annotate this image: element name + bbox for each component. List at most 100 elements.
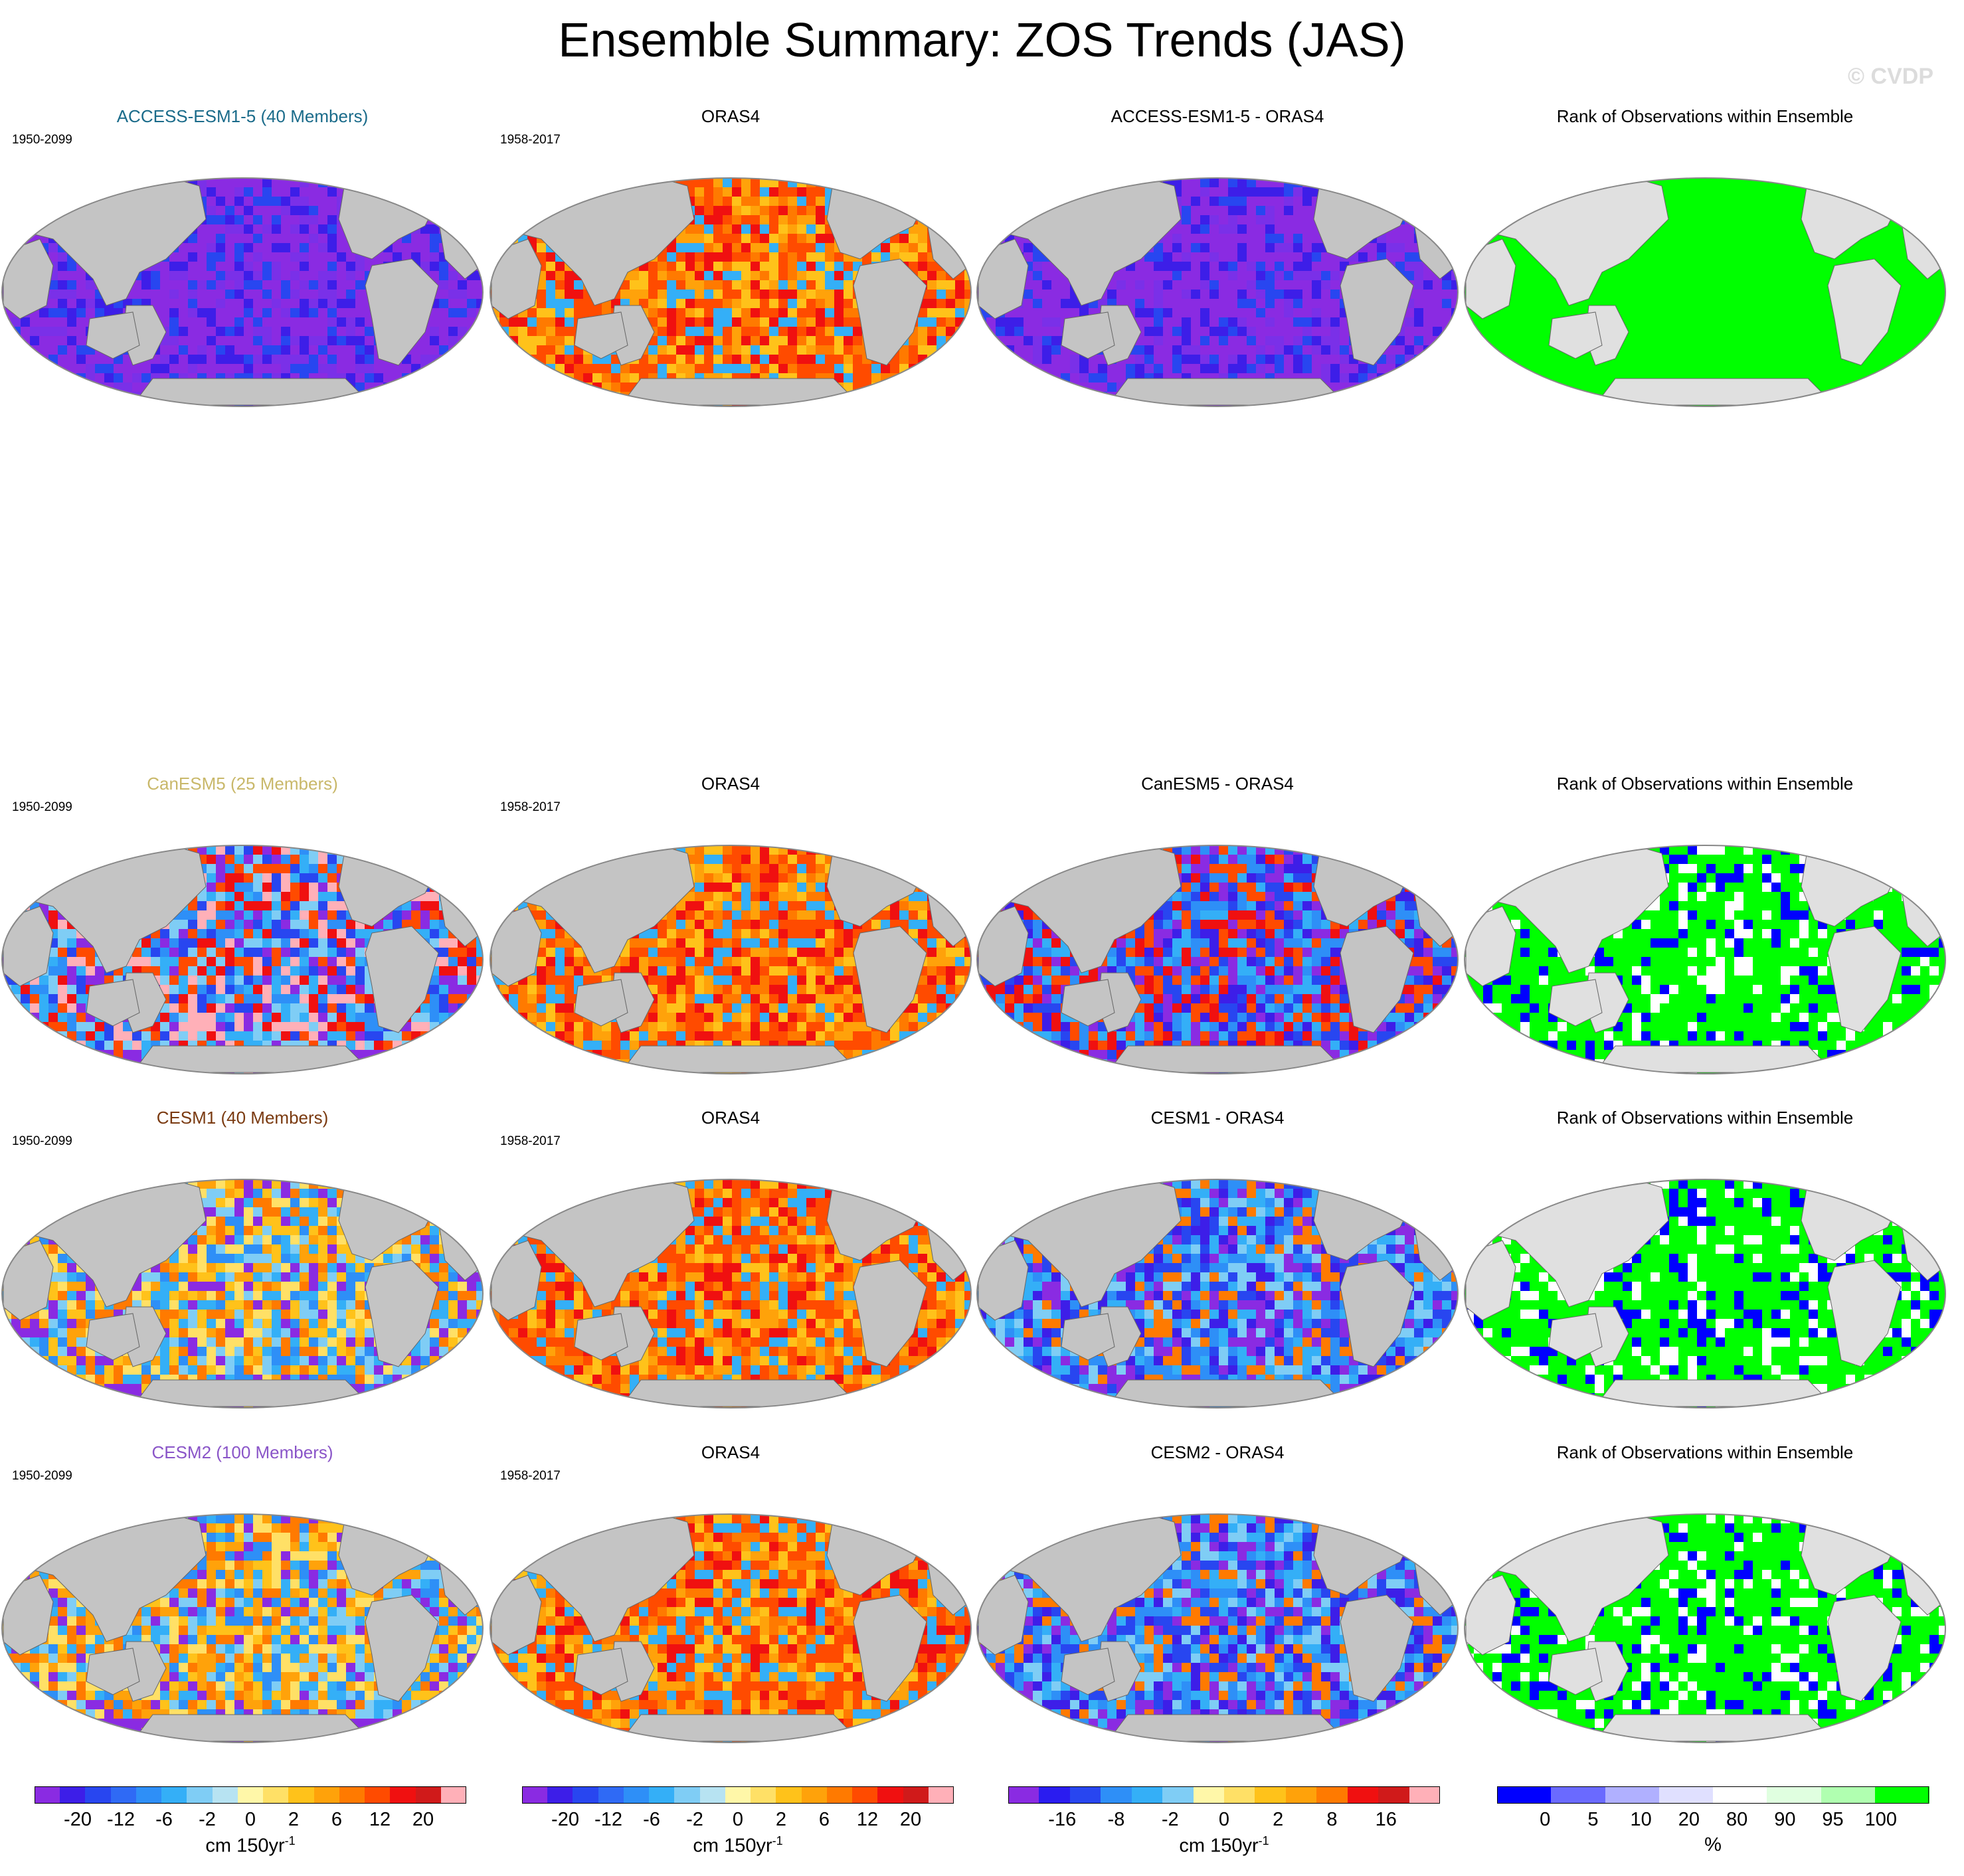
- colorbar-tick-label: 2: [1251, 1809, 1304, 1831]
- colorbar-swatch: [339, 1786, 365, 1804]
- colorbar-tick-label: 8: [1306, 1809, 1359, 1831]
- panel-title: CESM2 - ORAS4: [975, 1442, 1460, 1463]
- panel-period: 1950-2099: [12, 1469, 72, 1484]
- colorbar-swatch: [187, 1786, 213, 1804]
- panel-title: ORAS4: [488, 1442, 973, 1463]
- colorbar-unit: cm 150yr-1: [1091, 1834, 1357, 1857]
- colorbar-tick-label: 100: [1854, 1809, 1908, 1831]
- colorbar-swatch: [60, 1786, 86, 1804]
- colorbar-swatch: [903, 1786, 929, 1804]
- colorbar-swatch: [1767, 1786, 1821, 1804]
- obs-trend-panel: ORAS4 1958-2017: [488, 774, 973, 1086]
- colorbar-swatch: [852, 1786, 878, 1804]
- panel-title: CESM2 (100 Members): [0, 1442, 485, 1463]
- colorbar-swatch: [288, 1786, 315, 1804]
- map-canvas: [1464, 177, 1946, 407]
- colorbar-tick-label: 95: [1807, 1809, 1860, 1831]
- colorbar-swatch: [1605, 1786, 1660, 1804]
- model-trend-panel: CESM2 (100 Members) 1950-2099: [0, 1442, 485, 1754]
- colorbar-swatch: [161, 1786, 187, 1804]
- panel-title: ORAS4: [488, 106, 973, 127]
- colorbar-swatch: [1713, 1786, 1767, 1804]
- colorbar-swatch: [522, 1786, 548, 1804]
- colorbar: -16 -8 -2 0 2 8 16 cm 150yr-1: [1008, 1786, 1441, 1866]
- colorbar-tick-label: 6: [798, 1809, 851, 1831]
- rank-panel: Rank of Observations within Ensemble: [1463, 1442, 1947, 1754]
- panel-title: Rank of Observations within Ensemble: [1463, 1442, 1947, 1463]
- panel-title: CanESM5 (25 Members): [0, 774, 485, 794]
- colorbar: -20 -12 -6 -2 0 2 6 12 20 cm 150yr-1: [522, 1786, 954, 1866]
- map-canvas: [1, 845, 484, 1074]
- colorbar-swatch: [1069, 1786, 1101, 1804]
- panel-period: 1958-2017: [500, 800, 561, 815]
- colorbar-swatch: [1551, 1786, 1605, 1804]
- difference-panel: CESM1 - ORAS4: [975, 1108, 1460, 1420]
- colorbar-tick-label: -16: [1035, 1809, 1089, 1831]
- colorbar-swatch: [85, 1786, 112, 1804]
- colorbar-tick-label: 10: [1615, 1809, 1668, 1831]
- colorbar-swatch: [598, 1786, 624, 1804]
- map-canvas: [1, 1179, 484, 1408]
- colorbar-unit: %: [1580, 1834, 1846, 1856]
- map-canvas: [976, 177, 1459, 407]
- colorbar-swatch: [313, 1786, 340, 1804]
- colorbar-swatch: [1162, 1786, 1194, 1804]
- colorbar: 0 5 10 20 80 90 95 100%: [1497, 1786, 1929, 1866]
- colorbar-tick-label: -12: [94, 1809, 147, 1831]
- colorbar-tick-label: -20: [51, 1809, 104, 1831]
- difference-panel: CanESM5 - ORAS4: [975, 774, 1460, 1086]
- colorbar-tick-label: 12: [841, 1809, 894, 1831]
- colorbar-swatch: [1821, 1786, 1876, 1804]
- colorbar-tick-label: 12: [353, 1809, 406, 1831]
- colorbar-tick-label: -2: [668, 1809, 721, 1831]
- panel-period: 1950-2099: [12, 1134, 72, 1149]
- difference-panel: ACCESS-ESM1-5 - ORAS4: [975, 106, 1460, 418]
- panel-title: CanESM5 - ORAS4: [975, 774, 1460, 794]
- obs-trend-panel: ORAS4 1958-2017: [488, 106, 973, 418]
- colorbar-swatch: [928, 1786, 954, 1804]
- colorbar-swatch: [776, 1786, 802, 1804]
- map-canvas: [976, 1179, 1459, 1408]
- colorbar-swatch: [1008, 1786, 1039, 1804]
- figure-title: Ensemble Summary: ZOS Trends (JAS): [0, 13, 1964, 68]
- colorbar-swatch: [1039, 1786, 1071, 1804]
- colorbar-tick-label: -2: [181, 1809, 234, 1831]
- colorbar-swatch: [826, 1786, 853, 1804]
- colorbar: -20 -12 -6 -2 0 2 6 12 20 cm 150yr-1: [35, 1786, 467, 1866]
- colorbar-swatch: [751, 1786, 776, 1804]
- colorbar-tick-label: -6: [137, 1809, 191, 1831]
- panel-title: ORAS4: [488, 1108, 973, 1128]
- colorbar-swatch: [35, 1786, 60, 1804]
- map-canvas: [976, 1513, 1459, 1743]
- map-canvas: [1464, 1513, 1946, 1743]
- colorbar-swatch: [263, 1786, 289, 1804]
- panel-title: Rank of Observations within Ensemble: [1463, 106, 1947, 127]
- colorbar-tick-label: -12: [582, 1809, 635, 1831]
- colorbar-swatch: [1224, 1786, 1255, 1804]
- colorbar-tick-label: -6: [625, 1809, 678, 1831]
- colorbar-swatch: [877, 1786, 904, 1804]
- colorbar-swatch: [110, 1786, 137, 1804]
- rank-panel: Rank of Observations within Ensemble: [1463, 106, 1947, 418]
- panel-period: 1950-2099: [12, 800, 72, 815]
- colorbar-tick-label: 6: [310, 1809, 363, 1831]
- colorbar-tick-label: 90: [1758, 1809, 1811, 1831]
- map-canvas: [1464, 845, 1946, 1074]
- colorbar-tick-label: 80: [1710, 1809, 1763, 1831]
- colorbar-swatch: [801, 1786, 828, 1804]
- colorbar-swatch: [1378, 1786, 1410, 1804]
- colorbar-swatch: [547, 1786, 573, 1804]
- colorbar-unit: cm 150yr-1: [118, 1834, 383, 1857]
- colorbar-swatch: [135, 1786, 162, 1804]
- colorbar-tick-label: 20: [397, 1809, 450, 1831]
- colorbar-swatch: [1131, 1786, 1163, 1804]
- obs-trend-panel: ORAS4 1958-2017: [488, 1108, 973, 1420]
- colorbar-swatch: [1497, 1786, 1552, 1804]
- colorbar-tick-label: 0: [224, 1809, 277, 1831]
- panel-title: ACCESS-ESM1-5 - ORAS4: [975, 106, 1460, 127]
- colorbar-swatch: [1316, 1786, 1348, 1804]
- map-canvas: [490, 1513, 972, 1743]
- colorbar-swatch: [1409, 1786, 1441, 1804]
- colorbar-swatch: [1101, 1786, 1132, 1804]
- colorbar-swatch: [649, 1786, 675, 1804]
